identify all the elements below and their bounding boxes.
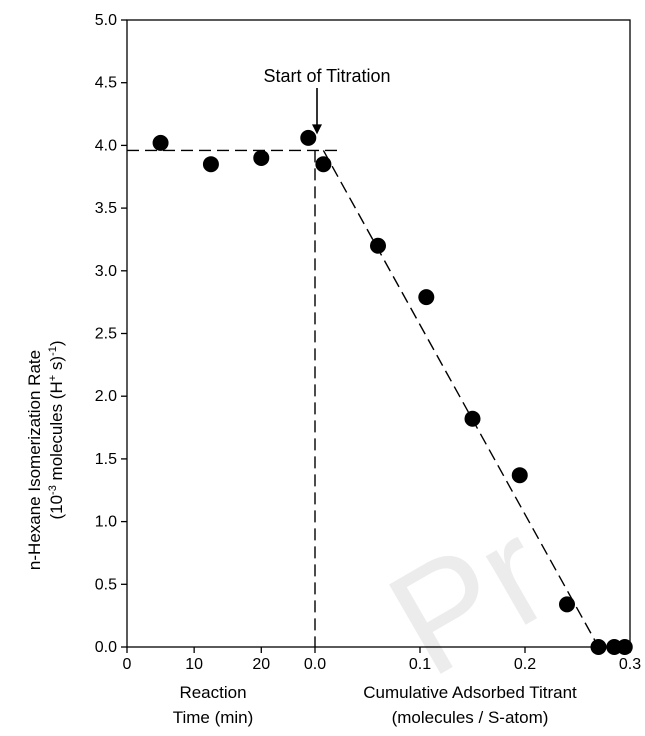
right-x-axis-label-line2: (molecules / S-atom) [392, 708, 549, 727]
data-point-time [152, 134, 169, 151]
watermark: Pr [362, 487, 576, 707]
x-tick-label-titrant: 0.3 [619, 656, 641, 673]
x-tick-label-time: 10 [185, 656, 203, 673]
data-point-time [300, 129, 317, 146]
y-tick-label: 5.0 [95, 12, 117, 29]
data-point-titrant [559, 596, 575, 613]
y-tick-label: 0.0 [95, 639, 117, 656]
x-tick-label-time: 20 [252, 656, 270, 673]
titration-fit-dashed-line [322, 150, 600, 648]
left-x-axis-label-line2: Time (min) [173, 708, 254, 727]
right-x-axis-label-line1: Cumulative Adsorbed Titrant [363, 683, 577, 702]
y-tick-label: 3.5 [95, 200, 117, 217]
y-tick-label: 2.0 [95, 388, 117, 405]
left-x-axis-label-line1: Reaction [179, 683, 246, 702]
y-tick-label: 2.5 [95, 326, 117, 343]
titration-annotation: Start of Titration [263, 66, 390, 86]
y-tick-label: 4.0 [95, 137, 117, 154]
y-tick-label: 1.0 [95, 514, 117, 531]
data-point-titrant [315, 156, 332, 173]
data-point-titrant [511, 467, 528, 484]
y-tick-label: 0.5 [95, 576, 117, 593]
data-point-time [202, 156, 219, 173]
data-point-titrant [616, 639, 633, 655]
data-marks [127, 88, 633, 655]
data-point-titrant [590, 639, 607, 655]
data-point-titrant [464, 410, 481, 427]
x-tick-label-titrant: 0.2 [514, 656, 536, 673]
y-axis-label-line2: (10-3 molecules (H+ s)-1) [47, 340, 66, 519]
data-point-titrant [418, 289, 435, 306]
y-tick-label: 1.5 [95, 451, 117, 468]
data-point-titrant [370, 237, 386, 254]
axis-labels: n-Hexane Isomerization Rate (10-3 molecu… [25, 66, 577, 727]
titration-arrow-head [312, 124, 322, 135]
y-tick-label: 4.5 [95, 75, 117, 92]
x-tick-label-time: 0 [123, 656, 132, 673]
x-tick-label-titrant: 0.1 [409, 656, 431, 673]
data-point-time [253, 149, 270, 166]
plot-area: 0.0 0.5 1.0 1.5 2.0 2.5 3.0 3.5 4.0 4.5 5.0 0 10 20 0.… [95, 12, 641, 673]
y-tick-label: 3.0 [95, 263, 117, 280]
x-tick-label-titrant: 0.0 [304, 656, 326, 673]
y-axis-label-line1: n-Hexane Isomerization Rate [25, 350, 44, 570]
